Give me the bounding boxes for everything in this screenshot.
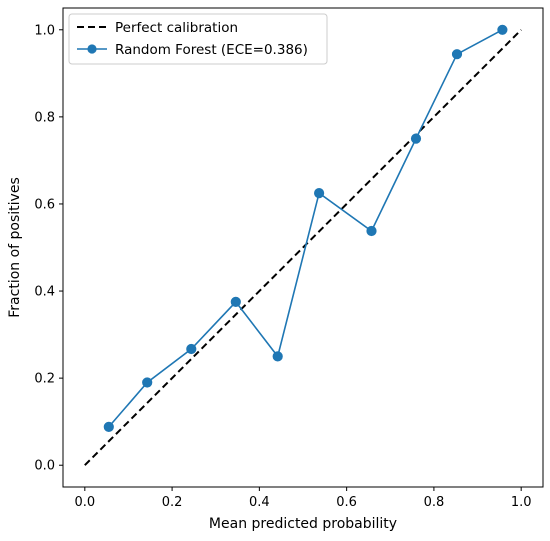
legend-box	[68, 13, 328, 65]
y-tick-label: 0.4	[34, 285, 55, 300]
data-point-1-0	[103, 421, 114, 432]
legend-label-0: Perfect calibration	[115, 20, 238, 36]
y-tick-label: 1.0	[34, 23, 55, 38]
y-tick-label: 0.2	[34, 372, 55, 387]
y-tick-label: 0.8	[34, 110, 55, 125]
x-tick-label: 0.0	[74, 495, 95, 510]
series-line-0	[84, 29, 522, 466]
series-line-1	[108, 29, 503, 428]
plot-frame	[62, 7, 544, 488]
x-tick-label: 1.0	[511, 495, 532, 510]
x-tick-label: 0.8	[424, 495, 445, 510]
data-point-1-2	[186, 343, 197, 355]
data-point-1-3	[230, 296, 241, 307]
data-point-1-4	[272, 351, 283, 362]
legend-label-1: Random Forest (ECE=0.386)	[115, 42, 308, 58]
data-point-1-8	[451, 49, 463, 60]
data-point-1-5	[314, 188, 325, 199]
x-tick-label: 0.4	[249, 495, 270, 510]
y-tick-label: 0.0	[34, 459, 55, 474]
x-tick-label: 0.2	[162, 495, 183, 510]
data-point-1-9	[497, 24, 508, 35]
y-tick-label: 0.6	[34, 197, 55, 212]
x-tick-label: 0.6	[336, 495, 357, 510]
y-axis-label: Fraction of positives	[7, 177, 23, 318]
data-point-1-7	[410, 133, 422, 144]
legend-swatch-marker-1	[87, 44, 97, 54]
x-axis-label: Mean predicted probability	[209, 516, 397, 532]
data-point-1-1	[142, 377, 153, 388]
data-point-1-6	[366, 225, 377, 237]
